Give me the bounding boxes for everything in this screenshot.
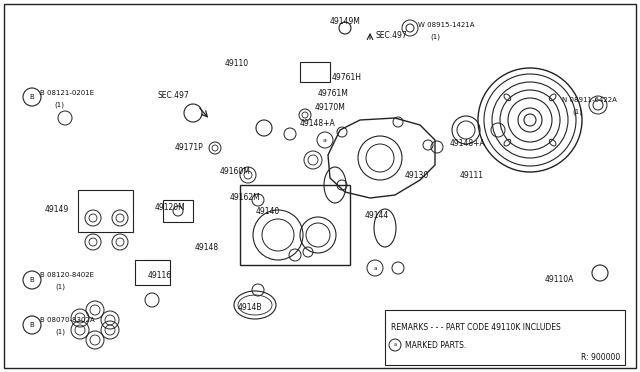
Text: 49116: 49116 xyxy=(148,270,172,279)
Text: 49761H: 49761H xyxy=(332,73,362,81)
Text: 49110A: 49110A xyxy=(545,276,574,285)
Bar xyxy=(163,200,193,222)
Text: 49170M: 49170M xyxy=(315,103,346,112)
Text: B 08121-0201E: B 08121-0201E xyxy=(40,90,94,96)
Text: 49144: 49144 xyxy=(365,211,389,219)
Text: REMARKS - - - PART CODE 49110K INCLUDES: REMARKS - - - PART CODE 49110K INCLUDES xyxy=(391,324,561,333)
Text: a: a xyxy=(394,343,397,347)
Bar xyxy=(385,310,625,365)
Text: (1): (1) xyxy=(54,102,64,108)
Text: (1): (1) xyxy=(572,109,582,115)
Text: B: B xyxy=(29,94,35,100)
Text: 49149: 49149 xyxy=(45,205,69,215)
Bar xyxy=(78,190,133,232)
Text: 49111: 49111 xyxy=(460,170,484,180)
Text: R: 900000: R: 900000 xyxy=(580,353,620,362)
Text: SEC.497: SEC.497 xyxy=(375,31,407,39)
Text: B: B xyxy=(29,322,35,328)
Text: SEC.497: SEC.497 xyxy=(158,92,189,100)
Text: (1): (1) xyxy=(55,329,65,335)
Bar xyxy=(240,185,350,265)
Text: W 08915-1421A: W 08915-1421A xyxy=(418,22,474,28)
Bar xyxy=(135,260,170,285)
Text: 49171P: 49171P xyxy=(175,144,204,153)
Text: N 08911-6422A: N 08911-6422A xyxy=(562,97,617,103)
Text: 49761M: 49761M xyxy=(318,89,349,97)
Text: 49130: 49130 xyxy=(405,170,429,180)
Text: 49110: 49110 xyxy=(225,58,249,67)
Text: 49148+A: 49148+A xyxy=(300,119,336,128)
Bar xyxy=(300,62,330,82)
Text: (1): (1) xyxy=(430,34,440,40)
Text: MARKED PARTS.: MARKED PARTS. xyxy=(405,340,467,350)
Text: 49160M: 49160M xyxy=(220,167,251,176)
Text: 49148: 49148 xyxy=(195,244,219,253)
Text: 49162M: 49162M xyxy=(230,193,260,202)
Text: B 08070-8302A: B 08070-8302A xyxy=(40,317,95,323)
Text: 49120M: 49120M xyxy=(155,203,186,212)
Text: B 08120-8402E: B 08120-8402E xyxy=(40,272,94,278)
Text: (1): (1) xyxy=(55,284,65,290)
Text: 49140: 49140 xyxy=(256,208,280,217)
Text: 49148+A: 49148+A xyxy=(450,138,486,148)
Polygon shape xyxy=(328,118,435,198)
Text: a: a xyxy=(323,138,327,142)
Text: 4914B: 4914B xyxy=(238,304,262,312)
Text: 49149M: 49149M xyxy=(330,17,361,26)
Text: B: B xyxy=(29,277,35,283)
Text: a: a xyxy=(373,266,377,270)
